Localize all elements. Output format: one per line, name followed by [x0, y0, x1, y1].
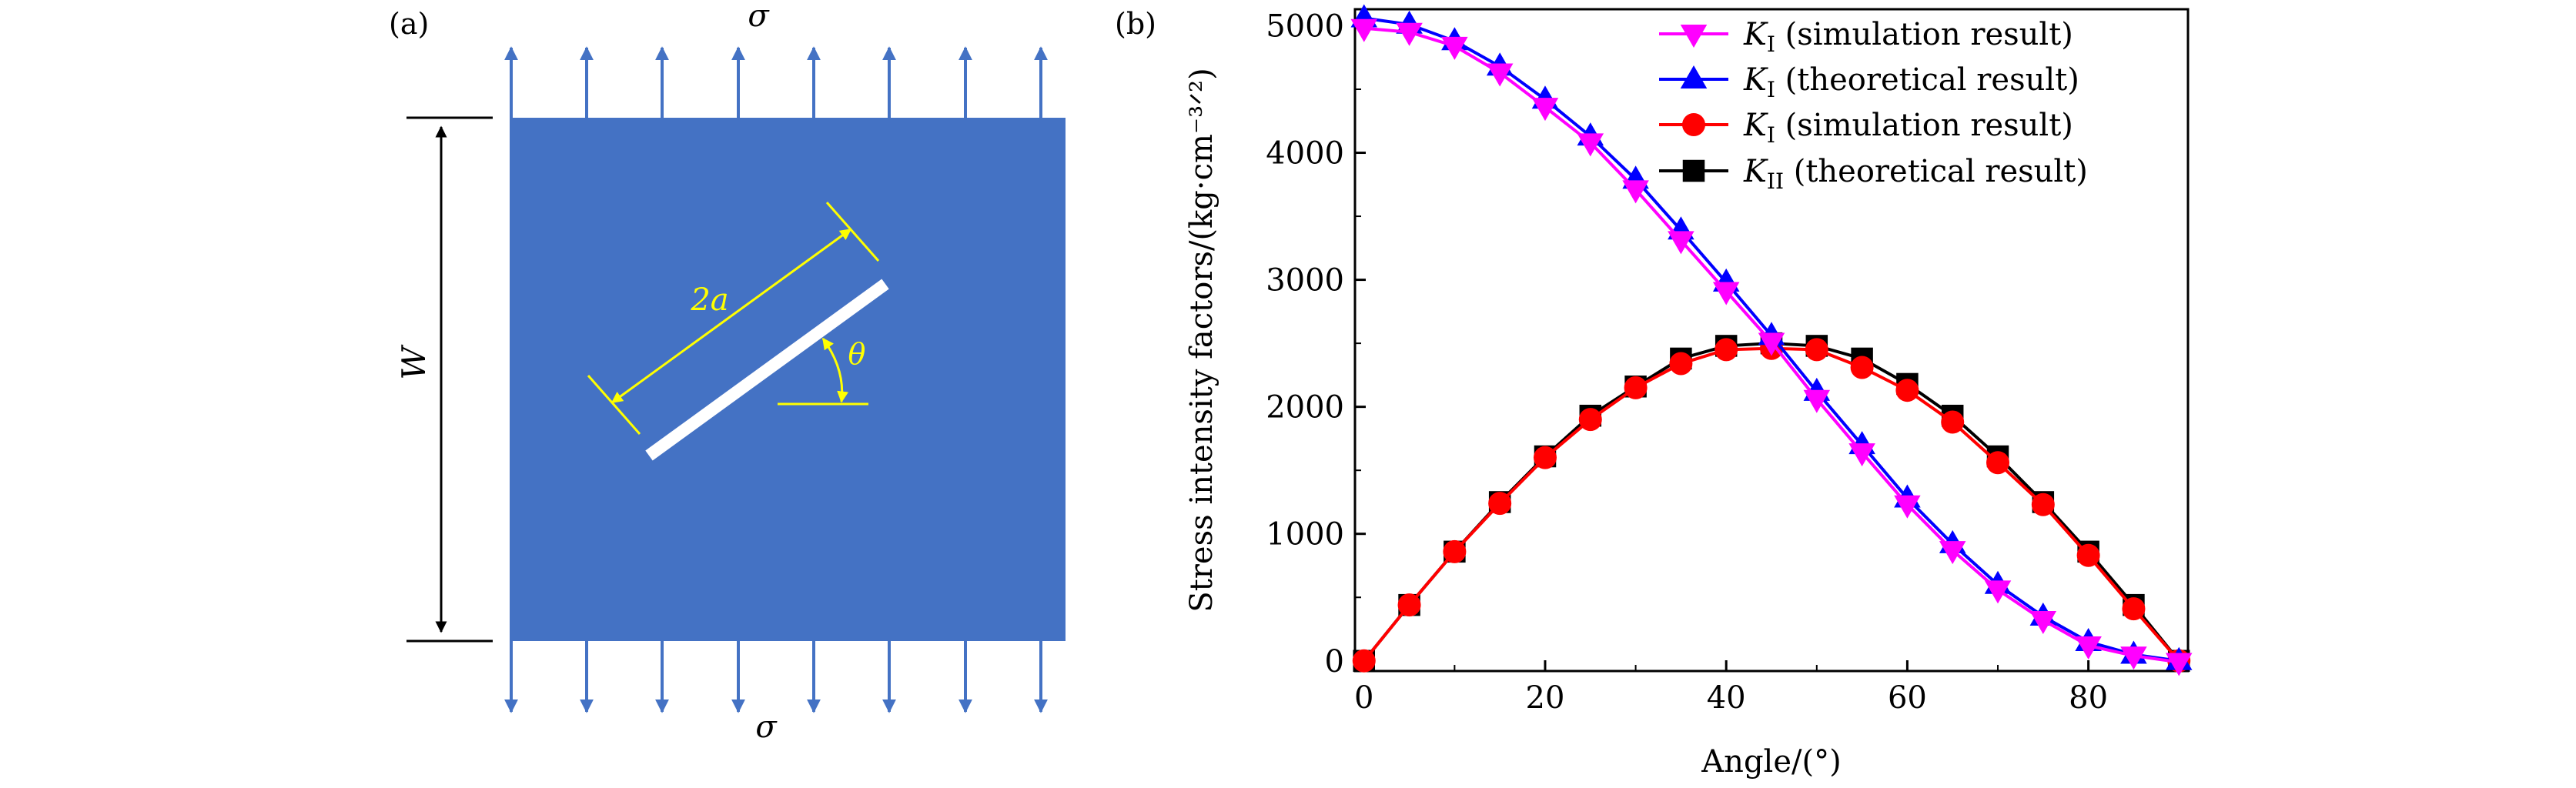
data-point	[1669, 352, 1693, 376]
crack-length-extension-left	[587, 375, 641, 435]
legend: KI (simulation result) KI (theoretical re…	[1659, 17, 2088, 194]
legend-label: KI (simulation result)	[1743, 108, 2073, 148]
data-point	[2165, 653, 2193, 676]
legend-item: KI (simulation result)	[1659, 108, 2073, 148]
data-point	[1443, 539, 1467, 563]
stress-top-label: σ	[748, 0, 770, 34]
data-point	[1803, 389, 1831, 413]
legend-item: KI (simulation result)	[1659, 17, 2073, 57]
legend-item: KII (theoretical result)	[1659, 154, 2088, 194]
data-point	[1805, 338, 1828, 362]
data-point	[1531, 98, 1559, 122]
data-point	[1939, 541, 1966, 565]
plot-frame	[1353, 8, 2190, 673]
legend-label: KI (theoretical result)	[1743, 62, 2079, 102]
data-point	[1441, 36, 1468, 60]
data-point	[1396, 22, 1423, 46]
x-tick-label: 80	[2069, 680, 2108, 716]
top-load-arrows	[504, 46, 1048, 118]
series-line	[1363, 342, 2180, 663]
x-tick-label: 60	[1888, 680, 1927, 716]
y-tick-label: 4000	[1266, 136, 1344, 172]
data-point	[1622, 180, 1649, 204]
legend-label: KII (theoretical result)	[1743, 154, 2088, 194]
y-tick-label: 5000	[1266, 8, 1344, 44]
panel-a-label: (a)	[389, 7, 429, 41]
data-point	[2122, 597, 2146, 621]
panel-b-chart: (b) 0 20 40 60 80 0 1000 2000 3000 4000 5000 Stres…	[1115, 4, 2193, 780]
angle-label: θ	[848, 337, 866, 371]
data-point	[1533, 446, 1557, 469]
data-point	[1578, 408, 1602, 432]
data-point	[2120, 646, 2147, 670]
data-point	[1895, 379, 1919, 402]
y-axis-title: Stress intensity factors/(kg·cm⁻³ᐟ²)	[1184, 68, 1219, 612]
data-point	[1350, 18, 1378, 42]
data-point	[1986, 451, 2010, 475]
data-point	[1577, 133, 1604, 157]
data-point	[1715, 338, 1738, 362]
data-point	[1850, 356, 1874, 379]
legend-marker	[1682, 159, 1705, 182]
axes: 0 20 40 60 80 0 1000 2000 3000 4000 5000	[1266, 8, 2180, 716]
crack-length-label: 2a	[690, 282, 728, 318]
data-point	[1668, 231, 1694, 255]
crack-length-extension-right	[825, 202, 880, 262]
data-point	[1488, 492, 1512, 516]
series-0	[1350, 18, 2193, 676]
data-point	[1397, 593, 1421, 617]
angle-arc	[821, 337, 849, 403]
series-line	[1363, 346, 2180, 663]
series-layer	[1350, 4, 2193, 676]
data-point	[1984, 580, 2012, 604]
panel-a-schematic: (a) σ σ W 2a θ	[389, 0, 1066, 745]
y-tick-label: 1000	[1266, 517, 1344, 553]
data-point	[2076, 543, 2100, 567]
bottom-load-arrows	[504, 641, 1048, 713]
x-tick-label: 0	[1354, 680, 1373, 716]
data-point	[2029, 610, 2057, 634]
data-point	[2075, 636, 2102, 659]
legend-label: KI (simulation result)	[1743, 17, 2073, 57]
x-tick-label: 40	[1707, 680, 1746, 716]
data-point	[1486, 63, 1514, 87]
width-label: W	[395, 344, 433, 380]
data-point	[1941, 410, 1965, 434]
y-tick-label: 2000	[1266, 390, 1344, 426]
series-2	[1352, 336, 2191, 673]
series-3	[1353, 332, 2190, 673]
y-tick-label: 0	[1325, 644, 1344, 679]
data-point	[1352, 649, 1376, 673]
data-point	[1848, 443, 1875, 467]
panel-b-label: (b)	[1115, 7, 1156, 41]
data-point	[1712, 282, 1740, 306]
data-point	[1624, 376, 1648, 399]
y-tick-label: 3000	[1266, 263, 1344, 299]
data-point	[1894, 495, 1921, 519]
data-point	[1758, 332, 1785, 356]
data-point	[2031, 492, 2055, 516]
legend-marker	[1682, 113, 1705, 136]
stress-bottom-label: σ	[755, 710, 778, 745]
legend-marker	[1680, 65, 1708, 88]
x-tick-label: 20	[1526, 680, 1565, 716]
crack-length-dimension-arrow	[611, 228, 852, 404]
legend-item: KI (theoretical result)	[1659, 62, 2079, 102]
x-axis-title: Angle/(°)	[1701, 744, 1841, 780]
legend-marker	[1680, 25, 1708, 48]
